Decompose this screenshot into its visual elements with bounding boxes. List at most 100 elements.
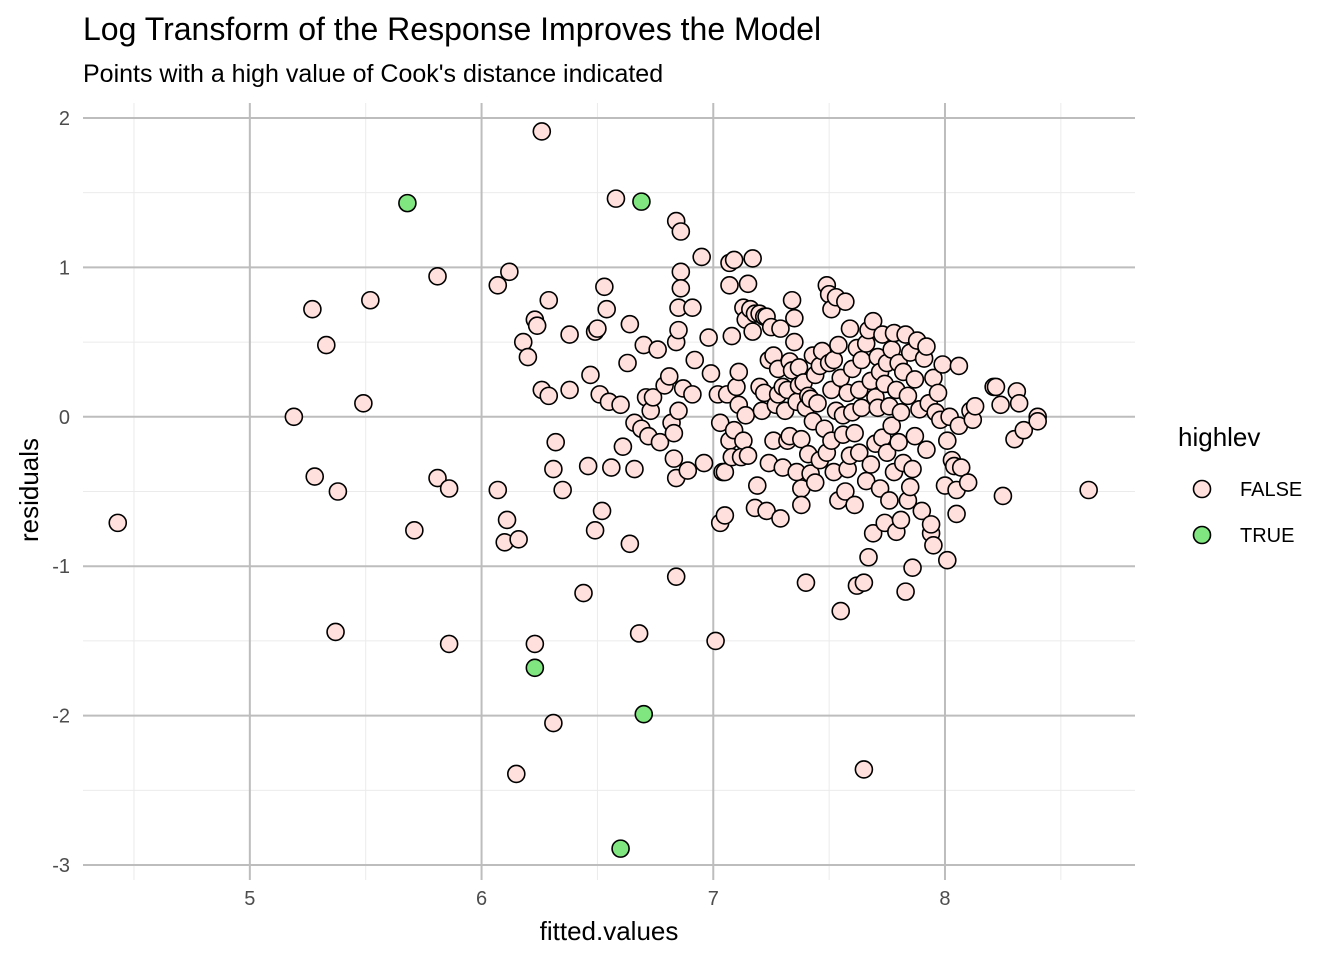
data-point-false [845, 423, 864, 443]
data-point-false [595, 277, 614, 297]
data-point-false [354, 394, 373, 413]
data-point-true [632, 192, 651, 211]
data-point-false [993, 486, 1013, 506]
data-point-false [917, 337, 936, 356]
y-tick-label: 0 [59, 407, 70, 429]
data-point-false [1009, 394, 1029, 413]
data-point-false [849, 443, 869, 462]
data-point-false [933, 355, 952, 374]
data-point-false [620, 534, 640, 554]
data-point-false [840, 319, 860, 338]
data-point-true [634, 704, 654, 724]
data-point-false [1079, 480, 1098, 500]
data-point-false [509, 530, 528, 549]
data-point-false [317, 335, 336, 355]
data-point-false [428, 267, 447, 286]
data-point-false [722, 326, 742, 346]
data-point-false [947, 504, 966, 524]
data-point-false [903, 459, 922, 479]
data-point-false [560, 380, 579, 400]
data-point-false [831, 601, 851, 621]
data-point-false [669, 320, 688, 340]
data-point-false [659, 367, 679, 386]
data-point-false [903, 558, 922, 578]
data-point-false [611, 395, 630, 415]
data-point-false [532, 122, 552, 141]
data-point-false [581, 365, 600, 385]
data-point-false [882, 416, 901, 436]
data-point-false [527, 316, 547, 335]
y-tick-label: -1 [52, 556, 70, 578]
chart-title: Log Transform of the Response Improves t… [83, 11, 821, 47]
data-point-false [1028, 411, 1047, 431]
data-point-false [938, 431, 957, 450]
data-point-false [666, 567, 686, 586]
data-point-false [738, 274, 758, 294]
data-point-false [597, 299, 616, 319]
x-axis-ticks: 5 6 7 8 [244, 888, 950, 910]
data-point-false [648, 340, 667, 359]
legend-key-false [1192, 479, 1212, 499]
data-point-false [664, 423, 684, 443]
data-point-false [805, 473, 825, 492]
data-point-false [747, 476, 767, 495]
data-point-false [965, 397, 985, 416]
data-point-false [539, 290, 559, 310]
data-point-false [683, 298, 702, 318]
data-point-false [928, 383, 948, 403]
data-point-false [669, 401, 688, 421]
data-point-false [428, 468, 447, 488]
data-point-false [606, 189, 626, 208]
data-point-false [328, 482, 348, 501]
data-point-false [771, 319, 790, 338]
data-point-false [706, 631, 725, 651]
data-point-false [439, 479, 459, 498]
data-point-false [361, 290, 380, 310]
data-point-false [782, 290, 802, 310]
data-point-false [877, 443, 897, 462]
data-point-false [525, 634, 545, 654]
data-point-false [284, 407, 304, 427]
data-point-false [685, 350, 705, 370]
data-point-false [958, 473, 978, 492]
data-point-false [715, 462, 735, 482]
data-point-false [488, 275, 508, 295]
data-point-false [574, 583, 593, 603]
data-points [108, 122, 1098, 858]
data-point-false [796, 573, 816, 592]
chart-subtitle: Points with a high value of Cook's dista… [83, 60, 663, 88]
data-point-false [305, 467, 325, 486]
legend-label-false: FALSE [1240, 479, 1302, 501]
data-point-false [108, 513, 128, 533]
data-point-false [671, 222, 691, 241]
data-point-true [398, 193, 417, 213]
data-point-false [602, 458, 621, 477]
data-point-false [592, 501, 612, 521]
data-point-false [986, 377, 1006, 397]
data-point-false [898, 386, 918, 406]
data-point-false [671, 278, 691, 298]
x-axis-title: fitted.values [540, 916, 679, 946]
data-point-false [539, 386, 559, 406]
data-point-false [701, 364, 721, 383]
data-point-false [938, 550, 957, 570]
data-point-false [500, 262, 519, 282]
data-point-false [949, 356, 969, 376]
y-tick-label: -2 [52, 706, 70, 728]
legend-key-true [1192, 525, 1212, 545]
data-point-false [578, 456, 598, 476]
data-point-false [588, 319, 607, 338]
data-point-false [544, 713, 563, 733]
data-point-false [546, 432, 566, 452]
data-point-false [629, 624, 649, 643]
legend: highlev FALSE TRUE [1178, 422, 1302, 547]
data-point-false [692, 247, 711, 267]
data-point-false [518, 347, 538, 367]
data-point-false [951, 458, 971, 477]
legend-label-true: TRUE [1240, 525, 1294, 547]
data-point-false [585, 521, 605, 540]
data-point-false [900, 477, 920, 497]
x-tick-label: 7 [708, 888, 719, 910]
data-point-false [785, 308, 804, 328]
